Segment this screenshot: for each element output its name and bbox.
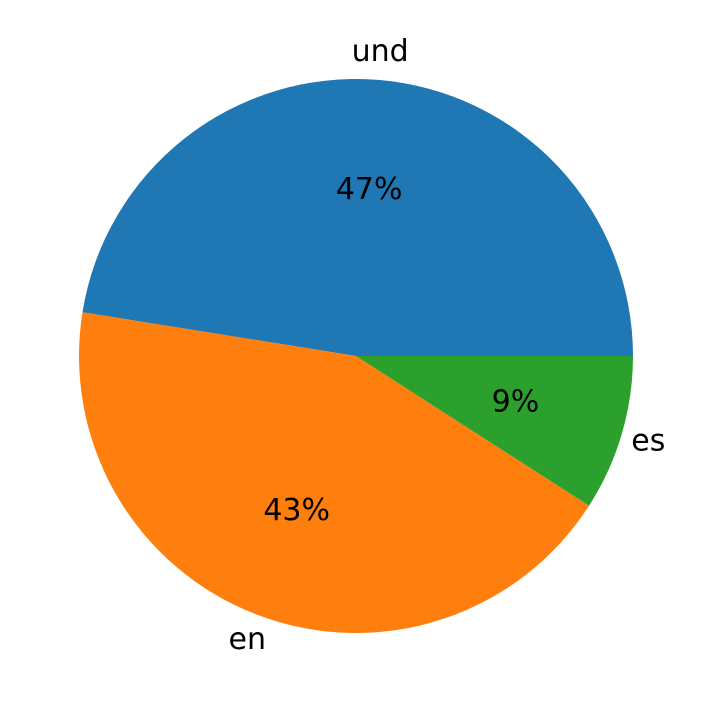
- slice-label: en: [229, 622, 266, 657]
- pie-slice: [79, 312, 590, 633]
- slice-label: und: [352, 34, 409, 69]
- percent-label: 47%: [336, 172, 403, 207]
- percent-label: 43%: [263, 493, 330, 528]
- percent-label: 9%: [492, 384, 540, 419]
- pie-slice: [356, 356, 633, 506]
- slice-label: es: [631, 423, 665, 458]
- pie-slice: [82, 79, 633, 357]
